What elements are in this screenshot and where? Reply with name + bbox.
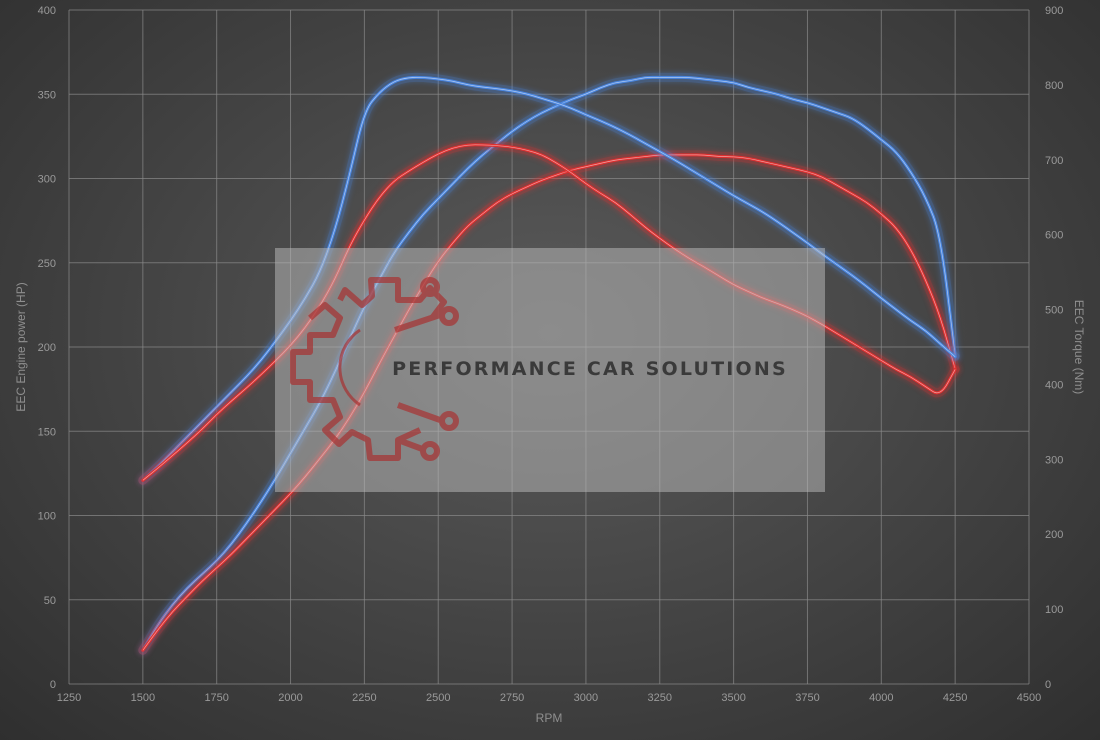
x-tick-label: 2750 [500,692,524,704]
series-highlight-2 [142,154,956,651]
right-y-tick-label: 200 [1045,529,1063,541]
right-y-tick-label: 100 [1045,604,1063,616]
x-tick-label: 4500 [1017,692,1041,704]
x-axis-title: RPM [536,711,563,725]
x-tick-label: 3750 [795,692,819,704]
right-y-tick-labels: 0 100 200 300 400 500 600 700 800 900 [1045,5,1063,691]
x-tick-label: 4250 [943,692,967,704]
x-tick-label: 2500 [426,692,450,704]
left-y-tick-label: 250 [38,258,56,270]
x-tick-label: 2250 [352,692,376,704]
series-lines [138,72,960,655]
right-y-tick-label: 500 [1045,305,1063,317]
x-tick-label: 3250 [648,692,672,704]
gear-circuit-icon [290,277,459,461]
right-y-tick-label: 0 [1045,679,1051,691]
right-y-tick-label: 400 [1045,379,1063,391]
x-tick-label: 3500 [721,692,745,704]
left-y-tick-label: 350 [38,89,56,101]
left-y-tick-label: 50 [44,595,56,607]
left-y-axis-title: EEC Engine power (HP) [14,282,28,411]
left-y-tick-labels: 0 50 100 150 200 250 300 350 400 [38,5,56,691]
watermark-text: PERFORMANCE CAR SOLUTIONS [392,358,788,380]
series-highlight-1 [142,77,956,651]
x-tick-label: 4000 [869,692,893,704]
x-tick-labels: 1250 1500 1750 2000 2250 2500 2750 3000 3250 3500… [57,692,1041,704]
x-tick-label: 3000 [574,692,598,704]
left-y-tick-label: 300 [38,174,56,186]
x-tick-label: 1250 [57,692,81,704]
left-y-tick-label: 100 [38,511,56,523]
right-y-tick-label: 700 [1045,155,1063,167]
left-y-tick-label: 150 [38,426,56,438]
right-y-tick-label: 300 [1045,454,1063,466]
x-tick-label: 1750 [204,692,228,704]
right-y-tick-label: 600 [1045,230,1063,242]
x-tick-label: 2000 [278,692,302,704]
left-y-tick-label: 0 [50,679,56,691]
left-y-tick-label: 400 [38,5,56,17]
x-tick-label: 1500 [131,692,155,704]
left-y-tick-label: 200 [38,342,56,354]
right-y-tick-label: 800 [1045,80,1063,92]
watermark: PERFORMANCE CAR SOLUTIONS [275,248,825,492]
right-y-axis-title: EEC Torque (Nm) [1072,300,1086,394]
right-y-tick-label: 900 [1045,5,1063,17]
